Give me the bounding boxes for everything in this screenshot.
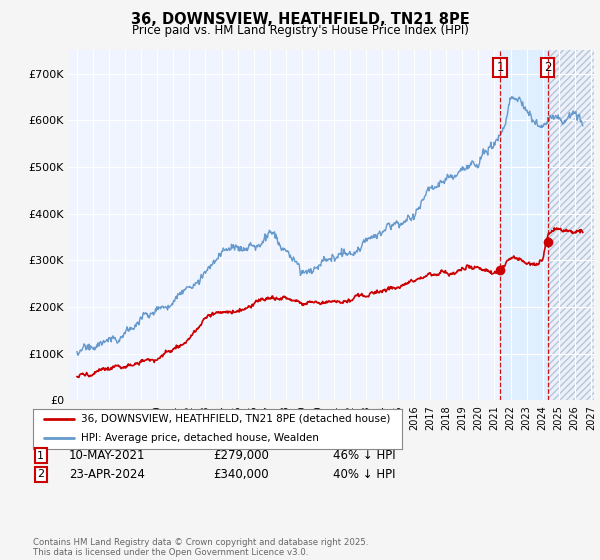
Text: £340,000: £340,000 bbox=[213, 468, 269, 481]
Text: 36, DOWNSVIEW, HEATHFIELD, TN21 8PE: 36, DOWNSVIEW, HEATHFIELD, TN21 8PE bbox=[131, 12, 469, 27]
Text: 2: 2 bbox=[544, 61, 551, 74]
Text: 40% ↓ HPI: 40% ↓ HPI bbox=[333, 468, 395, 481]
Bar bbox=[548, 50, 594, 400]
Text: Price paid vs. HM Land Registry's House Price Index (HPI): Price paid vs. HM Land Registry's House … bbox=[131, 24, 469, 37]
Bar bbox=[500, 50, 548, 400]
Text: 1: 1 bbox=[37, 451, 44, 461]
Text: 10-MAY-2021: 10-MAY-2021 bbox=[69, 449, 146, 463]
Bar bbox=[548, 50, 594, 400]
Text: £279,000: £279,000 bbox=[213, 449, 269, 463]
Text: HPI: Average price, detached house, Wealden: HPI: Average price, detached house, Weal… bbox=[81, 433, 319, 443]
Text: 1: 1 bbox=[496, 61, 504, 74]
Text: 2: 2 bbox=[37, 469, 44, 479]
Text: 46% ↓ HPI: 46% ↓ HPI bbox=[333, 449, 395, 463]
Text: 36, DOWNSVIEW, HEATHFIELD, TN21 8PE (detached house): 36, DOWNSVIEW, HEATHFIELD, TN21 8PE (det… bbox=[81, 414, 391, 424]
Text: Contains HM Land Registry data © Crown copyright and database right 2025.
This d: Contains HM Land Registry data © Crown c… bbox=[33, 538, 368, 557]
Text: 23-APR-2024: 23-APR-2024 bbox=[69, 468, 145, 481]
